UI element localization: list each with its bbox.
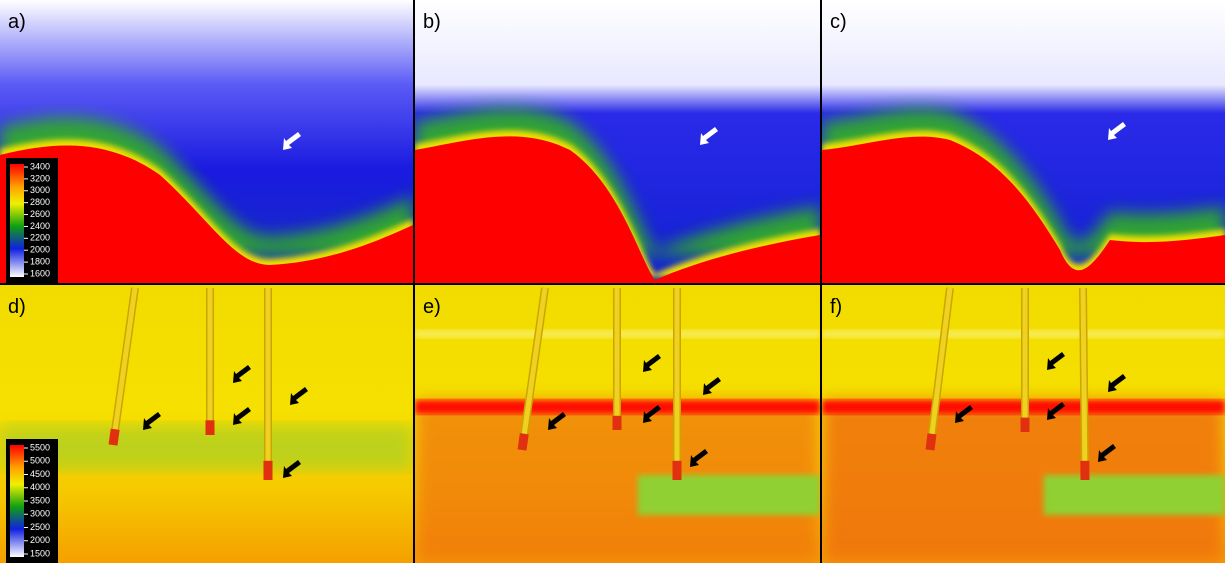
colorbar-tick-label: 2600 xyxy=(30,209,50,219)
arrow xyxy=(1108,374,1126,392)
arrow xyxy=(143,412,161,430)
colorbar-tick-label: 4000 xyxy=(30,482,50,492)
arrow xyxy=(233,365,251,383)
colorbar-tick-label: 4500 xyxy=(30,469,50,479)
green-band xyxy=(637,475,820,515)
panel-label: c) xyxy=(830,11,847,33)
colorbar-tick-label: 5000 xyxy=(30,456,50,466)
colorbar-tick-label: 3500 xyxy=(30,495,50,505)
arrow xyxy=(1108,122,1126,140)
arrow xyxy=(548,412,566,430)
panel xyxy=(415,0,820,283)
colorbar-tick-label: 2800 xyxy=(30,197,50,207)
colorbar-tick-label: 2000 xyxy=(30,535,50,545)
panel xyxy=(822,0,1225,283)
arrow xyxy=(233,407,251,425)
panel xyxy=(0,0,413,283)
arrow xyxy=(700,127,718,145)
panel-label: d) xyxy=(8,296,26,318)
colorbar xyxy=(10,164,24,277)
colorbar-tick-label: 2500 xyxy=(30,522,50,532)
arrow xyxy=(1098,444,1116,462)
colorbar xyxy=(10,445,24,557)
well xyxy=(110,287,138,446)
well-marker xyxy=(925,433,937,451)
green-band xyxy=(1043,475,1225,515)
arrow xyxy=(703,377,721,395)
panel-label: e) xyxy=(423,296,441,318)
arrow xyxy=(283,460,301,478)
colorbar-tick-label: 2000 xyxy=(30,245,50,255)
colorbar-tick-label: 2200 xyxy=(30,233,50,243)
colorbar-tick-label: 3000 xyxy=(30,185,50,195)
colorbar-tick-label: 5500 xyxy=(30,442,50,452)
well xyxy=(519,287,548,451)
panel xyxy=(822,285,1225,563)
well-marker xyxy=(108,428,120,446)
panel xyxy=(415,285,820,563)
red-body xyxy=(822,136,1225,283)
colorbar-tick-label: 3400 xyxy=(30,161,50,171)
arrow xyxy=(290,387,308,405)
colorbar-tick-label: 1500 xyxy=(30,548,50,558)
colorbar-tick-label: 3000 xyxy=(30,509,50,519)
colorbar-tick-label: 3200 xyxy=(30,173,50,183)
arrow xyxy=(283,132,301,150)
panel-label: b) xyxy=(423,11,441,33)
red-body xyxy=(0,145,413,283)
arrow xyxy=(955,405,973,423)
well xyxy=(1080,287,1088,481)
arrow xyxy=(643,405,661,423)
arrow xyxy=(1047,402,1065,420)
arrow xyxy=(690,449,708,467)
arrow xyxy=(1047,352,1065,370)
panel-label: f) xyxy=(830,296,842,318)
arrow xyxy=(643,354,661,372)
well-marker xyxy=(517,433,529,451)
colorbar-tick-label: 1600 xyxy=(30,268,50,278)
colorbar-tick-label: 1800 xyxy=(30,256,50,266)
well xyxy=(927,287,953,451)
panel xyxy=(0,285,413,563)
panel-label: a) xyxy=(8,11,26,33)
colorbar-tick-label: 2400 xyxy=(30,221,50,231)
red-body xyxy=(415,136,820,283)
